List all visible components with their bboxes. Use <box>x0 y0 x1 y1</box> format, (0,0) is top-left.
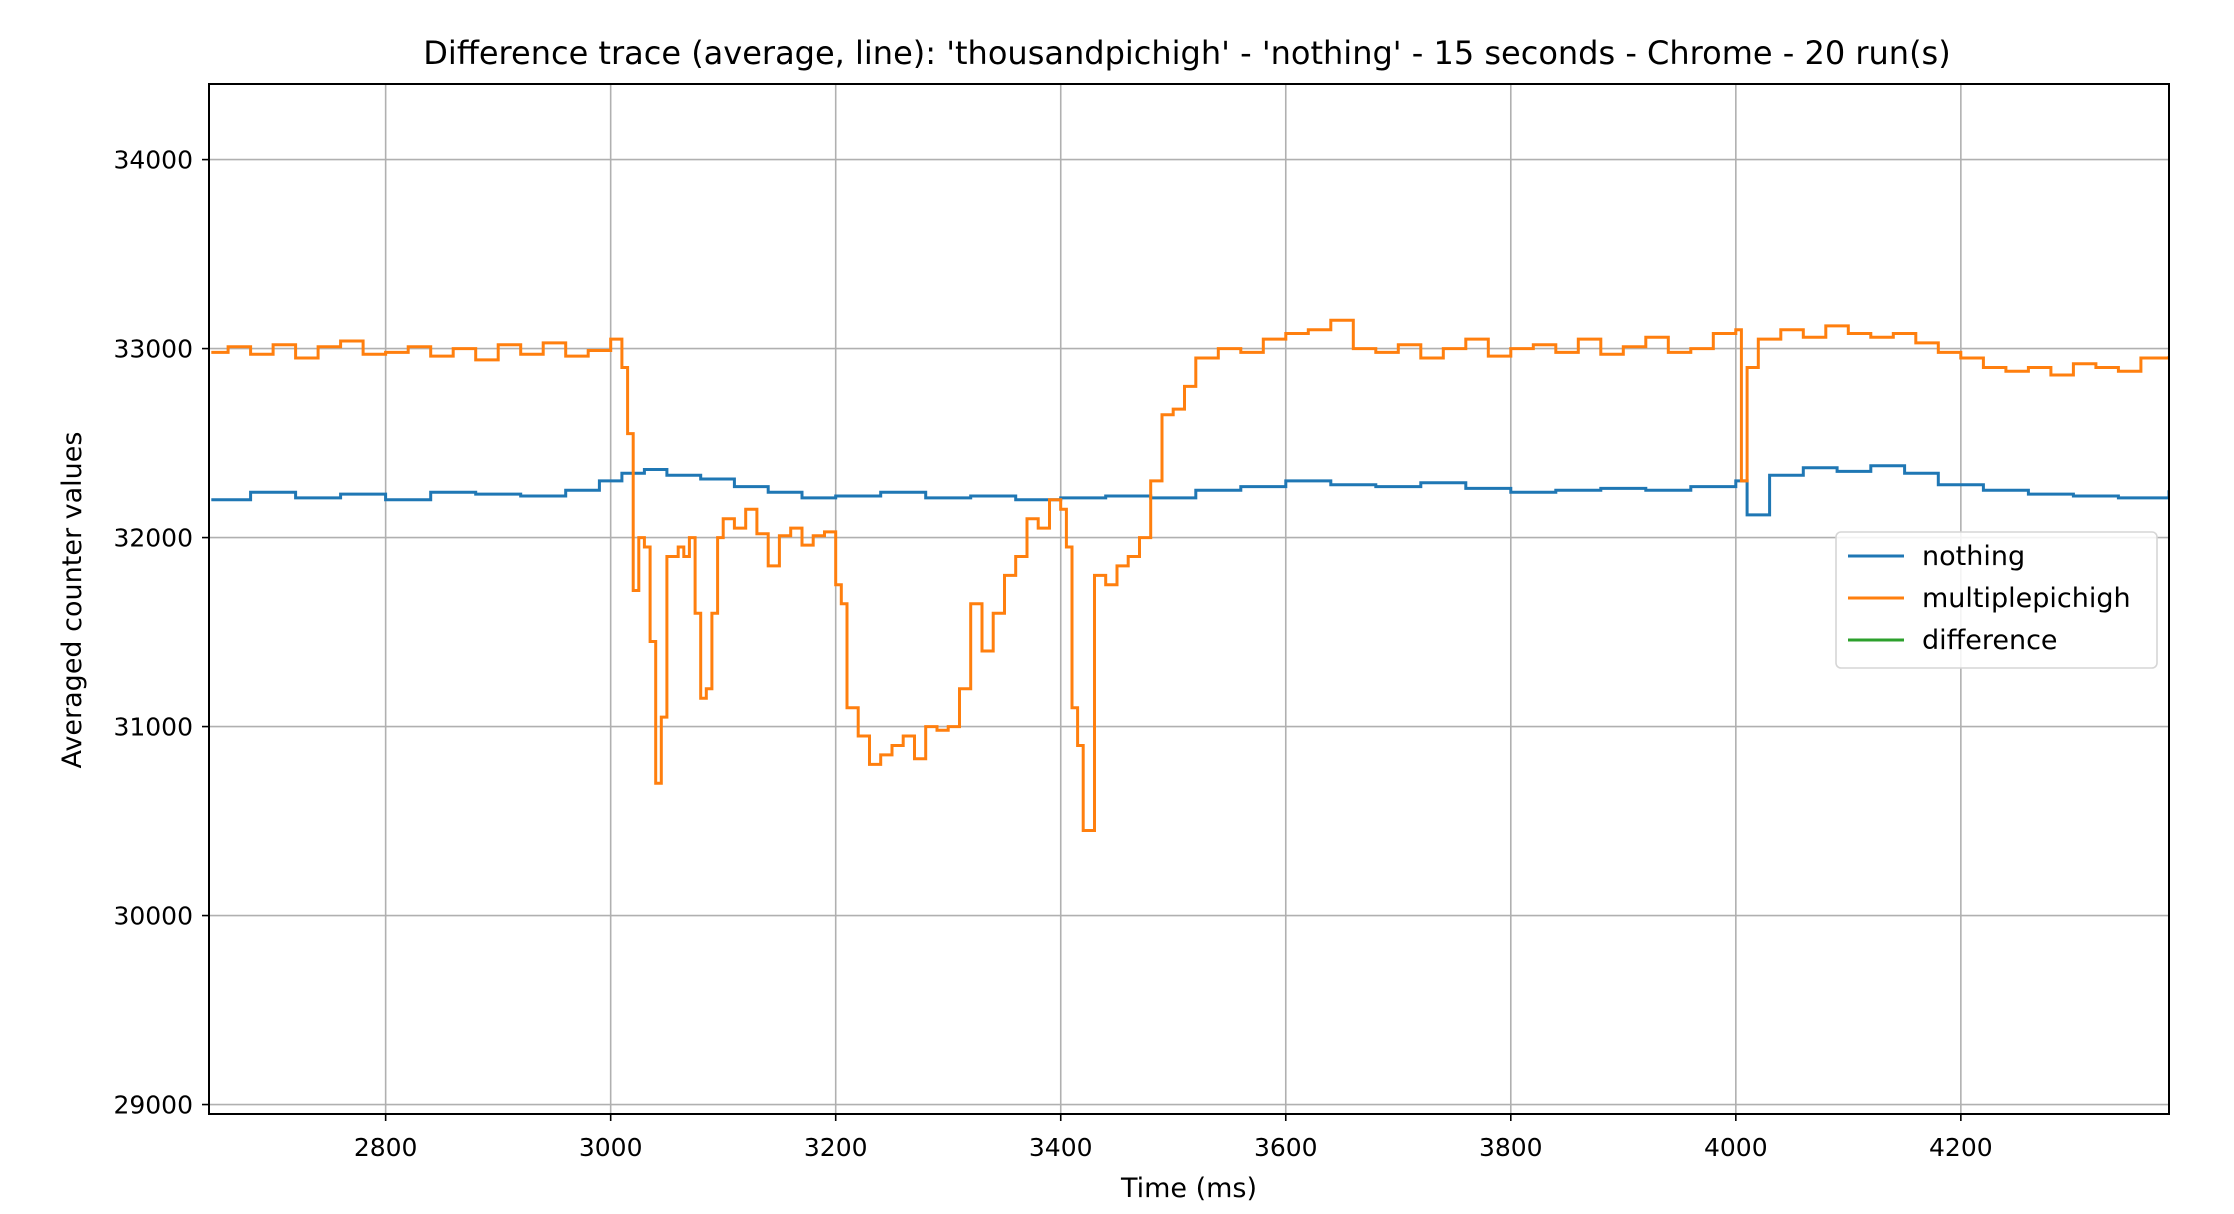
y-tick-label: 32000 <box>113 524 193 553</box>
chart-title: Difference trace (average, line): 'thous… <box>423 34 1950 72</box>
x-tick-label: 3200 <box>804 1133 868 1162</box>
series-layer <box>211 318 2169 832</box>
y-tick-label: 30000 <box>113 902 193 931</box>
series-line-multiplepichigh <box>211 318 2169 832</box>
y-tick-label: 29000 <box>113 1091 193 1120</box>
x-tick-label: 3000 <box>579 1133 643 1162</box>
y-axis: 29000 30000 31000 32000 33000 34000 <box>113 146 209 1120</box>
x-tick-label: 3800 <box>1479 1133 1543 1162</box>
grid <box>209 84 2169 1114</box>
x-tick-label: 3400 <box>1029 1133 1093 1162</box>
legend-label: difference <box>1922 625 2058 656</box>
legend-label: multiplepichigh <box>1922 583 2131 614</box>
y-tick-label: 33000 <box>113 335 193 364</box>
y-tick-label: 31000 <box>113 713 193 742</box>
legend: nothing multiplepichigh difference <box>1835 531 2158 669</box>
x-tick-label: 2800 <box>354 1133 418 1162</box>
legend-label: nothing <box>1922 541 2025 572</box>
x-tick-label: 4000 <box>1704 1133 1768 1162</box>
y-tick-label: 34000 <box>113 146 193 175</box>
x-axis: 2800 3000 3200 3400 3600 3800 4000 4200 <box>354 1114 1993 1162</box>
legend-box <box>1835 531 2158 669</box>
x-tick-label: 3600 <box>1254 1133 1318 1162</box>
y-axis-label: Averaged counter values <box>57 432 88 769</box>
x-axis-label: Time (ms) <box>1120 1173 1257 1204</box>
series-line-nothing <box>211 464 2169 517</box>
x-tick-label: 4200 <box>1929 1133 1993 1162</box>
plot-frame <box>208 83 2170 1115</box>
